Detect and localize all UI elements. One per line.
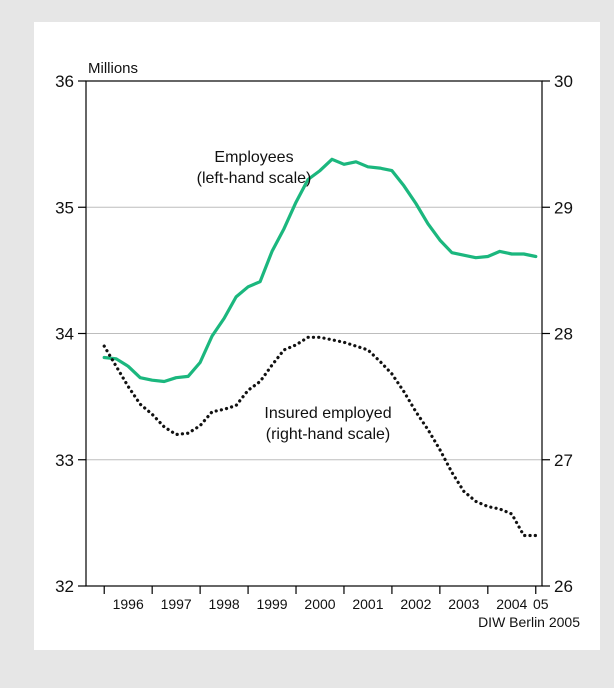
employees-line [102, 157, 538, 384]
y-right-tick-label: 27 [554, 451, 573, 470]
line-chart: 32 33 34 35 36 26 27 28 29 30 1996 1997 1998 1999 2000… [55, 60, 573, 612]
series-label: Insured employed [264, 405, 391, 422]
y-right-tick-label: 28 [554, 325, 573, 344]
series-label: (left-hand scale) [197, 170, 312, 187]
x-tick-label: 2003 [448, 596, 479, 612]
source-note: DIW Berlin 2005 [478, 614, 580, 630]
x-tick-label: 2002 [400, 596, 431, 612]
y-left-tick-label: 35 [55, 198, 74, 217]
y-right-tick-label: 26 [554, 577, 573, 596]
y-left-tick-label: 32 [55, 577, 74, 596]
x-tick-label: 2004 [496, 596, 527, 612]
x-tick-label: 1998 [209, 596, 240, 612]
x-tick-label: 2001 [352, 596, 383, 612]
y-left-tick-label: 34 [55, 325, 74, 344]
series-label: Employees [214, 149, 293, 166]
x-tick-label: 1999 [256, 596, 287, 612]
x-tick-label: 1997 [161, 596, 192, 612]
insured-employed-line [102, 335, 538, 538]
x-tick-label: 05 [533, 596, 549, 612]
y-right-tick-label: 29 [554, 198, 573, 217]
y-left-tick-label: 36 [55, 72, 74, 91]
y-left-tick-label: 33 [55, 451, 74, 470]
series-label: (right-hand scale) [266, 426, 391, 443]
x-tick-label: 2000 [304, 596, 335, 612]
y-right-tick-label: 30 [554, 72, 573, 91]
x-tick-label: 1996 [113, 596, 144, 612]
chart-panel: 32 33 34 35 36 26 27 28 29 30 1996 1997 1998 1999 2000… [34, 22, 600, 650]
unit-label: Millions [88, 60, 138, 77]
